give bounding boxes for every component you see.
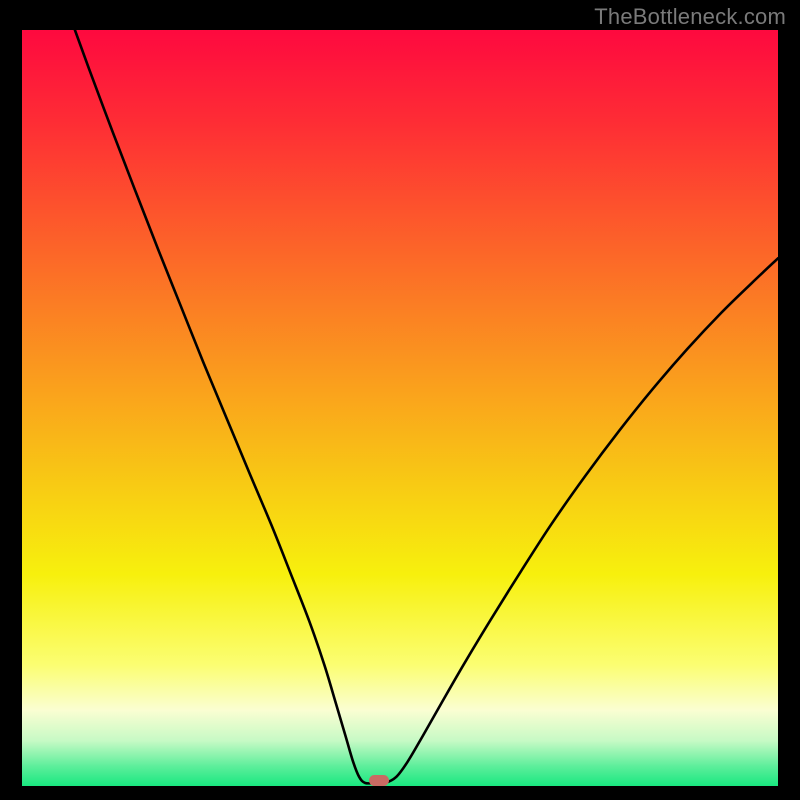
watermark-text: TheBottleneck.com	[594, 4, 786, 30]
gradient-background	[22, 30, 778, 786]
chart-svg	[22, 30, 778, 786]
plot-inner	[22, 30, 778, 786]
minimum-marker	[369, 775, 389, 786]
plot-area	[22, 30, 778, 786]
chart-frame: TheBottleneck.com	[0, 0, 800, 800]
